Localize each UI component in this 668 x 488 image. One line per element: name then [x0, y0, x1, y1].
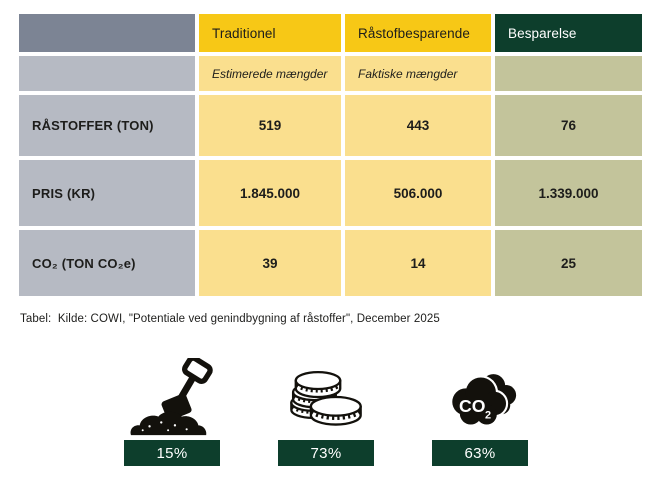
stat-co2: CO 2 63% [432, 356, 528, 466]
cell-pris-besparelse: 1.339.000 [495, 160, 642, 226]
shovel-dirt-icon [127, 356, 217, 440]
svg-text:2: 2 [485, 410, 491, 422]
stat-pris: 73% [278, 356, 374, 466]
subheader-faktiske: Faktiske mængder [345, 56, 491, 91]
cell-co2-traditionel: 39 [199, 230, 341, 296]
subheader-besparelse-empty [495, 56, 642, 91]
cell-pris-besparende: 506.000 [345, 160, 491, 226]
cell-co2-besparende: 14 [345, 230, 491, 296]
cell-raastoffer-traditionel: 519 [199, 95, 341, 156]
cell-raastoffer-besparende: 443 [345, 95, 491, 156]
stat-badge-raastoffer: 15% [124, 440, 220, 466]
coins-icon [286, 356, 366, 440]
stat-badge-co2: 63% [432, 440, 528, 466]
subheader-estimerede: Estimerede mængder [199, 56, 341, 91]
col-header-raastofbesparende: Råstofbesparende [345, 14, 491, 52]
svg-text:CO: CO [459, 396, 485, 416]
co2-cloud-icon: CO 2 [438, 356, 522, 440]
subheader-empty-cell [19, 56, 195, 91]
col-header-traditionel: Traditionel [199, 14, 341, 52]
row-label-raastoffer: RÅSTOFFER (TON) [19, 95, 195, 156]
table-corner-cell [19, 14, 195, 52]
stat-badge-pris: 73% [278, 440, 374, 466]
table-source-caption: Tabel: Kilde: COWI, "Potentiale ved geni… [20, 313, 440, 325]
col-header-besparelse: Besparelse [495, 14, 642, 52]
row-label-pris: PRIS (KR) [19, 160, 195, 226]
cell-pris-traditionel: 1.845.000 [199, 160, 341, 226]
cell-raastoffer-besparelse: 76 [495, 95, 642, 156]
data-table: Traditionel Råstofbesparende Besparelse … [19, 14, 642, 296]
stat-raastoffer: 15% [124, 356, 220, 466]
cell-co2-besparelse: 25 [495, 230, 642, 296]
row-label-co2: CO₂ (TON CO₂e) [19, 230, 195, 296]
